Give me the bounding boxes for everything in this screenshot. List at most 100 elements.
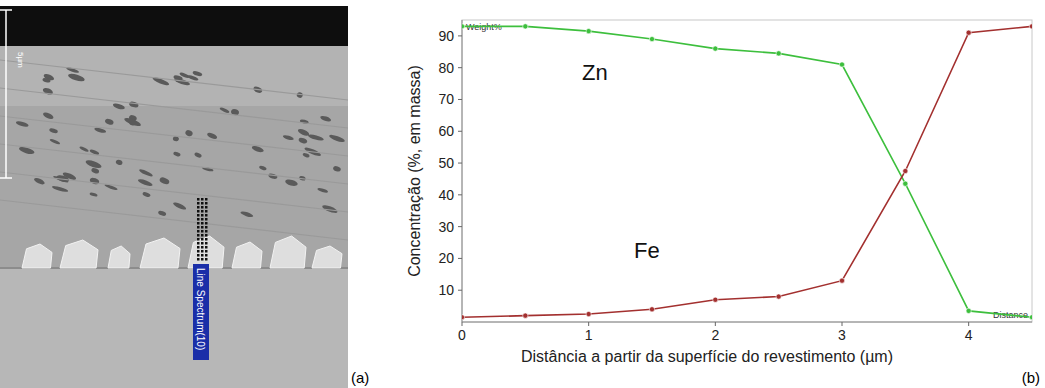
scan-point [205, 254, 208, 257]
inclusion [42, 77, 51, 83]
y-tick-label: 20 [438, 250, 454, 266]
scan-point [197, 242, 200, 245]
y-tick [458, 131, 462, 132]
data-point [1029, 24, 1032, 29]
line-scan-label: Line Spectrum(10) [195, 268, 206, 350]
data-point [713, 297, 718, 302]
inclusion [33, 177, 45, 186]
crystal [232, 242, 262, 268]
plot-marks [462, 24, 1032, 320]
x-tick-label: 1 [585, 327, 593, 343]
x-tick-label: 0 [458, 327, 466, 343]
plot-frame [462, 20, 1032, 322]
scan-point [197, 234, 200, 237]
series-label: Zn [582, 60, 608, 85]
inclusion [172, 201, 187, 211]
inclusion [173, 151, 181, 157]
inclusion [302, 152, 310, 158]
inclusion [67, 72, 85, 82]
data-point [776, 51, 781, 56]
scan-point [201, 202, 204, 205]
data-point [713, 46, 718, 51]
data-point [586, 311, 591, 316]
y-tick [458, 226, 462, 227]
inclusion [91, 167, 100, 174]
scale-bar-label: 5µm [16, 52, 25, 68]
inclusion [285, 178, 299, 187]
scan-point [201, 226, 204, 229]
y-tick-label: 30 [438, 219, 454, 235]
crystal [22, 244, 52, 268]
scan-point [201, 238, 204, 241]
scan-point [205, 210, 208, 213]
data-point [903, 181, 908, 186]
inclusion [219, 107, 230, 114]
data-point [776, 294, 781, 299]
crystal [270, 236, 306, 268]
inclusion [123, 116, 141, 127]
crystal [312, 246, 342, 268]
scan-point [205, 198, 208, 201]
panel-label: (a) [351, 369, 369, 386]
scale-bar-tick [0, 9, 12, 11]
scan-point [205, 214, 208, 217]
x-axis [462, 322, 1032, 323]
scan-point [205, 226, 208, 229]
inclusion [317, 187, 328, 193]
micrograph: 5µm Line Spectrum(10) [0, 6, 348, 388]
inclusion [240, 210, 254, 218]
inclusion [332, 165, 341, 172]
data-point [462, 24, 465, 29]
inclusion [49, 128, 58, 134]
y-tick-label: 10 [438, 282, 454, 298]
inclusion [115, 159, 123, 166]
inclusion [158, 210, 167, 217]
y-tick-label: 40 [438, 187, 454, 203]
layer-streak [0, 200, 348, 240]
data-point [839, 278, 844, 283]
series-label: Fe [634, 238, 660, 263]
x-tick [715, 322, 716, 326]
crystal [140, 238, 180, 268]
x-tick [968, 322, 969, 326]
scan-point [205, 242, 208, 245]
scan-point [205, 218, 208, 221]
y-tick-label: 60 [438, 123, 454, 139]
inclusion [194, 152, 203, 159]
scan-point [205, 238, 208, 241]
crystal [108, 246, 130, 268]
y-tick [458, 258, 462, 259]
y-tick-label: 80 [438, 60, 454, 76]
scan-point [201, 258, 204, 261]
scan-point [201, 206, 204, 209]
inclusion [259, 165, 267, 171]
coating [0, 46, 348, 268]
inclusion [328, 133, 345, 143]
scan-point [197, 206, 200, 209]
inclusion [192, 70, 203, 77]
inclusion [51, 185, 68, 193]
inclusion [49, 138, 60, 145]
y-tick-label: 90 [438, 28, 454, 44]
inclusion [307, 133, 324, 142]
data-point [966, 308, 971, 313]
inclusion [184, 129, 193, 137]
data-point [903, 168, 908, 173]
series-line [462, 26, 1032, 317]
scan-point [197, 218, 200, 221]
scan-point [197, 246, 200, 249]
scan-point [197, 230, 200, 233]
crystal [188, 236, 224, 268]
scan-point [205, 230, 208, 233]
scan-point [201, 234, 204, 237]
y-tick [458, 290, 462, 291]
scan-point [197, 202, 200, 205]
y-tick [458, 67, 462, 68]
scan-point [201, 254, 204, 257]
inclusion [89, 192, 98, 197]
x-tick-label: 4 [965, 327, 973, 343]
scan-point [197, 198, 200, 201]
y-tick [458, 163, 462, 164]
y-axis [462, 20, 463, 322]
inclusion [159, 176, 170, 185]
